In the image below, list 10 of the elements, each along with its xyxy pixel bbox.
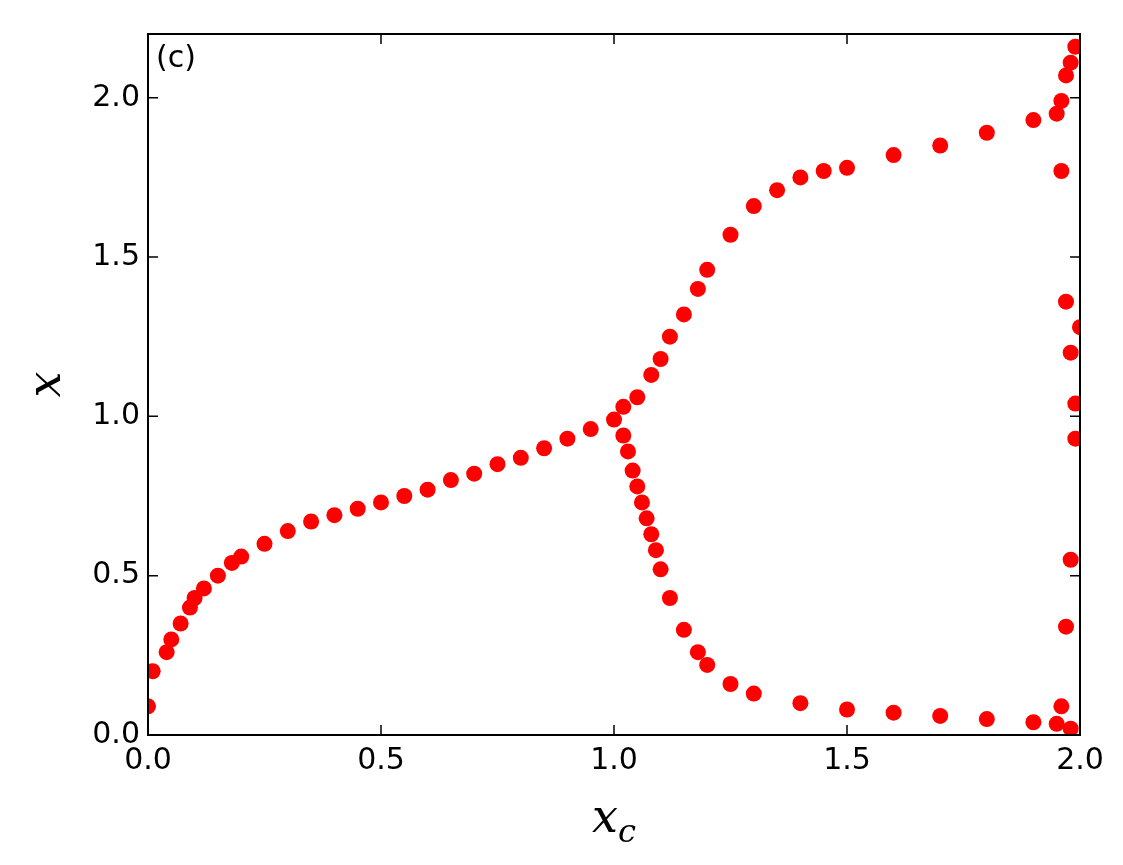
x-tick-label: 1.0 xyxy=(590,740,638,776)
x-tick-label: 1.5 xyxy=(823,740,871,776)
y-axis-title: x xyxy=(16,371,71,398)
x-tick-label: 2.0 xyxy=(1056,740,1104,776)
y-tick-label: 0.5 xyxy=(92,555,140,591)
annotation: (c) xyxy=(156,38,196,74)
x-tick-label: 0.5 xyxy=(357,740,405,776)
y-tick-label: 2.0 xyxy=(92,77,140,113)
y-tick-label: 1.5 xyxy=(92,236,140,272)
y-tick-label: 1.0 xyxy=(92,396,140,432)
